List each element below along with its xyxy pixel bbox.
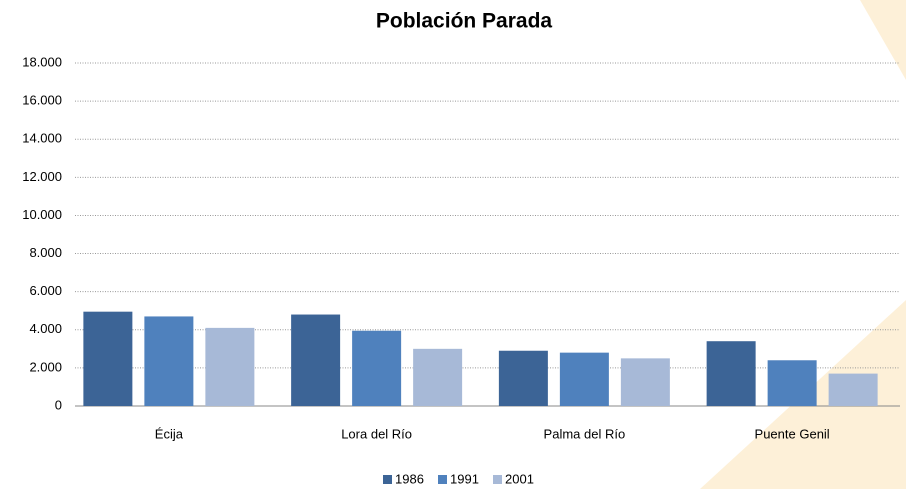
bar bbox=[291, 314, 341, 406]
y-tick-label: 10.000 bbox=[22, 207, 62, 222]
bar bbox=[620, 358, 670, 406]
chart-title: Población Parada bbox=[376, 10, 553, 33]
bar bbox=[498, 350, 548, 406]
bar bbox=[144, 316, 194, 406]
x-tick-label: Puente Genil bbox=[755, 426, 830, 441]
bar bbox=[559, 352, 609, 406]
x-tick-label: Écija bbox=[155, 426, 184, 441]
bar bbox=[205, 327, 255, 406]
legend-label: 1986 bbox=[395, 471, 424, 486]
legend-label: 1991 bbox=[450, 471, 479, 486]
legend-swatch bbox=[438, 475, 447, 484]
y-tick-label: 16.000 bbox=[22, 93, 62, 108]
y-tick-label: 6.000 bbox=[29, 283, 62, 298]
legend-swatch bbox=[493, 475, 502, 484]
x-tick-label: Lora del Río bbox=[341, 426, 412, 441]
y-tick-label: 12.000 bbox=[22, 169, 62, 184]
decoration bbox=[860, 0, 906, 80]
y-tick-label: 8.000 bbox=[29, 245, 62, 260]
y-tick-label: 0 bbox=[55, 397, 62, 412]
legend-label: 2001 bbox=[505, 471, 534, 486]
bar bbox=[83, 311, 133, 406]
bar bbox=[706, 341, 756, 406]
bar bbox=[767, 360, 817, 406]
bar bbox=[413, 348, 463, 406]
x-tick-label: Palma del Río bbox=[544, 426, 626, 441]
y-tick-label: 2.000 bbox=[29, 359, 62, 374]
y-tick-label: 4.000 bbox=[29, 321, 62, 336]
legend-swatch bbox=[383, 475, 392, 484]
bar bbox=[352, 330, 402, 406]
bar bbox=[828, 373, 878, 406]
y-tick-label: 14.000 bbox=[22, 131, 62, 146]
y-tick-label: 18.000 bbox=[22, 54, 62, 69]
